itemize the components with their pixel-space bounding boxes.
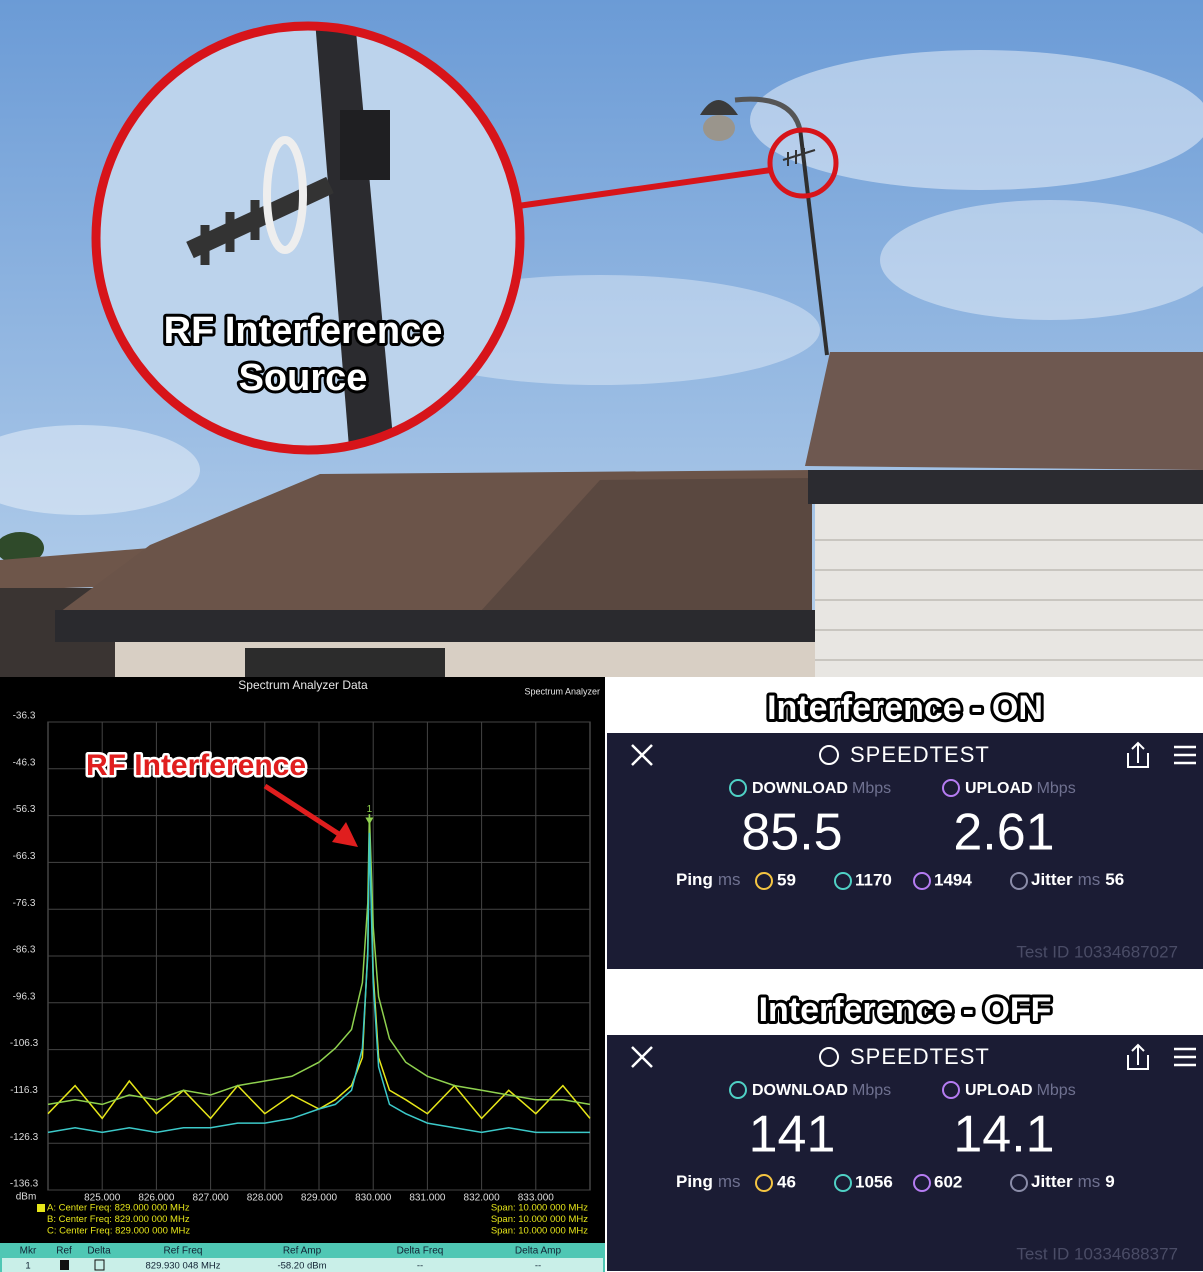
table-header: Mkr <box>20 1246 37 1257</box>
rate-name: DOWNLOAD <box>752 1082 848 1099</box>
trace-center: C: Center Freq: 829.000 000 MHz <box>47 1226 190 1237</box>
ms-unit: ms <box>718 870 741 889</box>
x-tick-label: 831.000 <box>409 1193 446 1204</box>
trace-span: Span: 10.000 000 MHz <box>491 1226 588 1237</box>
fascia <box>808 470 1203 504</box>
table-header: Ref <box>56 1246 72 1257</box>
trace-span: Span: 10.000 000 MHz <box>491 1214 588 1225</box>
trace-span: Span: 10.000 000 MHz <box>491 1203 588 1214</box>
download-value: 85.5 <box>741 804 842 862</box>
y-tick-label: -56.3 <box>13 804 36 815</box>
table-cell: -- <box>535 1261 541 1272</box>
x-tick-label: 830.000 <box>355 1193 392 1204</box>
x-tick-label: 828.000 <box>247 1193 284 1204</box>
y-tick-label: -126.3 <box>10 1132 39 1143</box>
test-id: Test ID 10334687027 <box>1016 942 1178 961</box>
rate-name: DOWNLOAD <box>752 780 848 797</box>
rate-name: UPLOAD <box>965 780 1033 797</box>
annotation: RF Interference <box>86 749 306 782</box>
jitter-value: 56 <box>1105 870 1124 889</box>
siding <box>815 504 1203 677</box>
callout-line: RF Interference <box>164 310 443 352</box>
cloud <box>750 50 1203 190</box>
roof-right <box>805 352 1203 470</box>
table-cell: 1 <box>25 1261 30 1272</box>
table-header: Delta Freq <box>397 1246 444 1257</box>
corner-label: Spectrum Analyzer <box>524 686 600 696</box>
table-header: Delta Amp <box>515 1246 562 1257</box>
table-header: Delta <box>87 1246 111 1257</box>
ping-up-value: 602 <box>934 1172 962 1191</box>
rate-unit: Mbps <box>852 780 891 797</box>
y-tick-label: -76.3 <box>13 898 36 909</box>
chart-title: Spectrum Analyzer Data <box>238 678 368 692</box>
composite: RF Interference Source Spectrum Analyzer… <box>0 0 1203 1272</box>
upload-value: 2.61 <box>953 804 1054 862</box>
table-header: Ref Amp <box>283 1246 322 1257</box>
y-unit: dBm <box>16 1192 37 1203</box>
ping-value: 59 <box>777 870 796 889</box>
gutter <box>55 610 815 642</box>
test-id: Test ID 10334688377 <box>1016 1244 1178 1263</box>
ping-label: Ping <box>676 1172 713 1191</box>
ping-value: 46 <box>777 1172 796 1191</box>
rate-unit: Mbps <box>1037 1082 1076 1099</box>
ms-unit: ms <box>1078 1172 1101 1191</box>
panel-heading: Interference - ON <box>767 689 1043 727</box>
table-header: Ref Freq <box>164 1246 203 1257</box>
download-value: 141 <box>749 1106 836 1164</box>
marker-label: 1 <box>367 804 373 815</box>
ping-label: Ping <box>676 870 713 889</box>
x-tick-label: 827.000 <box>193 1193 230 1204</box>
ping: Pingms <box>676 1172 741 1191</box>
speedtest-panel <box>607 1035 1203 1271</box>
trace-center: B: Center Freq: 829.000 000 MHz <box>47 1214 190 1225</box>
lamp-globe <box>703 115 735 141</box>
rate-unit: Mbps <box>852 1082 891 1099</box>
ref-icon <box>60 1260 69 1270</box>
y-tick-label: -66.3 <box>13 851 36 862</box>
rate-name: UPLOAD <box>965 1082 1033 1099</box>
y-tick-label: -136.3 <box>10 1179 39 1190</box>
bracket <box>340 110 390 180</box>
ms-unit: ms <box>1078 870 1101 889</box>
jitter-label: Jitter <box>1031 1172 1073 1191</box>
y-tick-label: -46.3 <box>13 757 36 768</box>
ping: Pingms <box>676 870 741 889</box>
wall <box>115 642 815 677</box>
jitter-value: 9 <box>1105 1172 1114 1191</box>
page: RF Interference Source Spectrum Analyzer… <box>0 0 1203 1272</box>
y-tick-label: -86.3 <box>13 945 36 956</box>
speedtest-panel <box>607 733 1203 969</box>
y-tick-label: -36.3 <box>13 711 36 722</box>
y-tick-label: -116.3 <box>10 1085 38 1096</box>
panel-heading: Interference - OFF <box>759 991 1052 1029</box>
table-cell: 829.930 048 MHz <box>146 1261 221 1272</box>
callout-line: Source <box>239 357 368 399</box>
rate-unit: Mbps <box>1037 780 1076 797</box>
table-cell: -- <box>417 1261 423 1272</box>
ping-down-value: 1170 <box>855 870 892 889</box>
upload-value: 14.1 <box>953 1106 1054 1164</box>
ms-unit: ms <box>718 1172 741 1191</box>
jitter-label: Jitter <box>1031 870 1073 889</box>
x-tick-label: 829.000 <box>301 1193 338 1204</box>
table-cell: -58.20 dBm <box>277 1261 326 1272</box>
ping-down-value: 1056 <box>855 1172 893 1191</box>
ping-up-value: 1494 <box>934 870 972 889</box>
app-name: SPEEDTEST <box>850 1044 990 1069</box>
legend-swatch <box>37 1204 45 1212</box>
window <box>245 648 445 677</box>
trace-center: A: Center Freq: 829.000 000 MHz <box>47 1203 190 1214</box>
app-name: SPEEDTEST <box>850 742 990 767</box>
y-tick-label: -96.3 <box>13 991 36 1002</box>
y-tick-label: -106.3 <box>10 1038 39 1049</box>
